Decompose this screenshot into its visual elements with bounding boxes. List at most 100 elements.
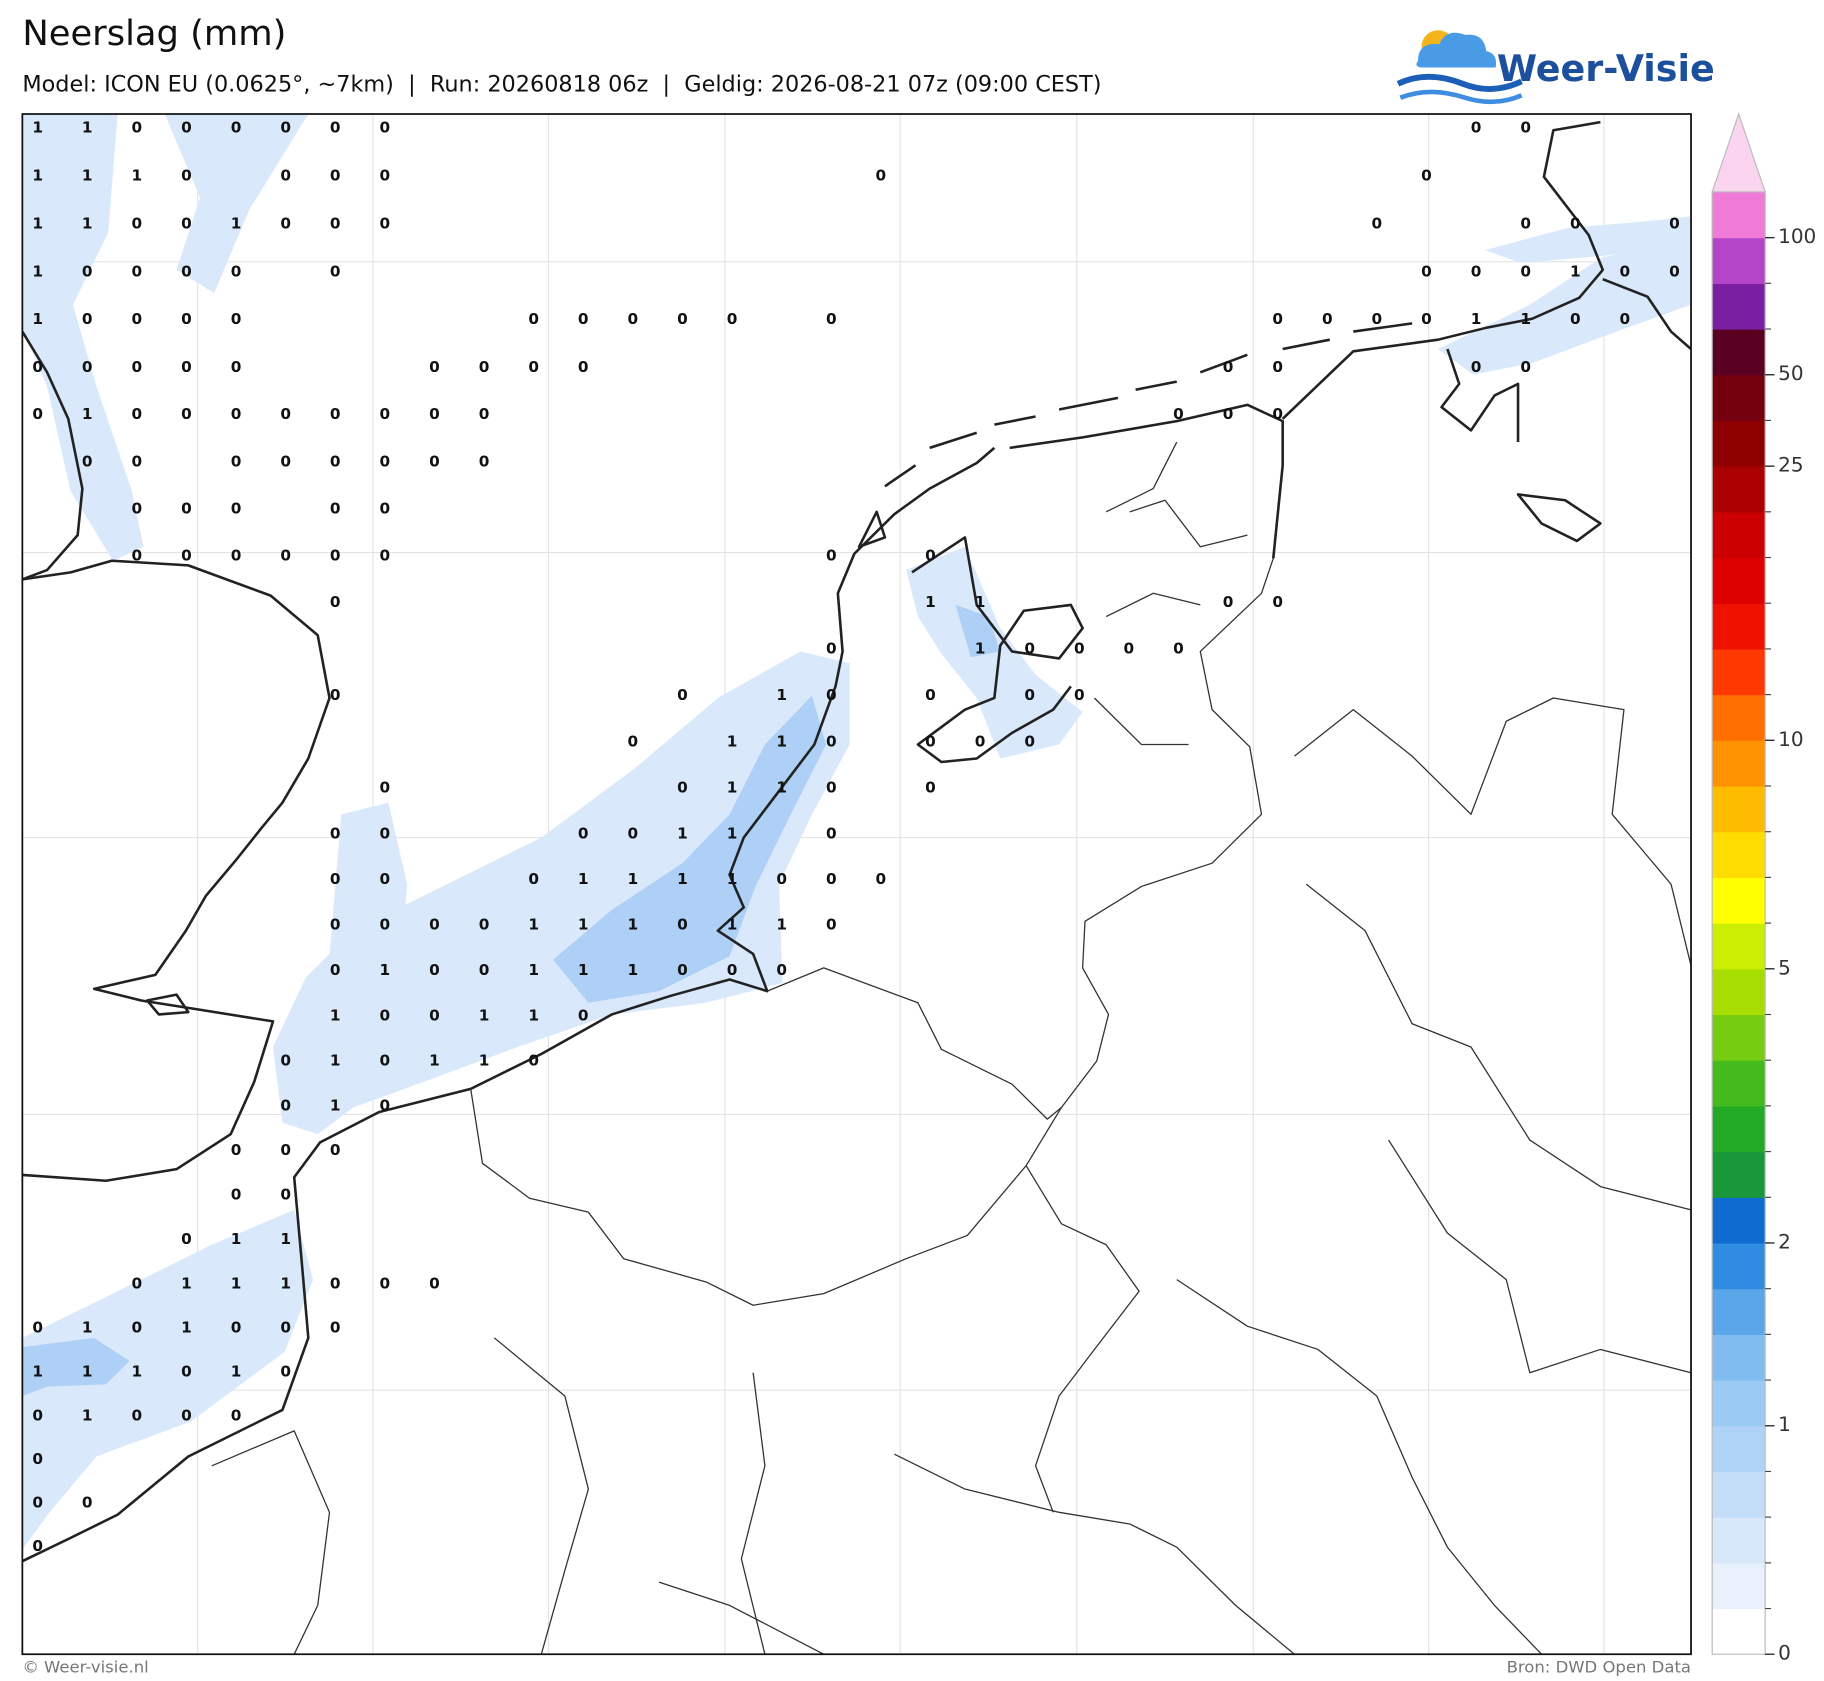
colorbar-bin	[1712, 1471, 1766, 1518]
grid-value: 0	[231, 1406, 242, 1424]
grid-value: 0	[1024, 640, 1035, 658]
border	[1025, 558, 1274, 1513]
grid-value: 0	[826, 686, 837, 704]
grid-value: 0	[181, 310, 192, 328]
grid-value: 0	[380, 1275, 391, 1293]
grid-value: 1	[82, 1363, 93, 1381]
grid-value: 0	[32, 1319, 43, 1337]
precip-area	[329, 802, 408, 1015]
grid-value: 0	[132, 263, 143, 281]
colorbar-bin	[1712, 237, 1766, 284]
grid-value: 0	[280, 1052, 291, 1070]
grid-value: 0	[925, 732, 936, 750]
grid-value: 1	[727, 824, 738, 842]
grid-value: 0	[1520, 119, 1531, 137]
grid-value: 0	[280, 1363, 291, 1381]
colorbar-bin	[1712, 283, 1766, 330]
grid-value: 0	[429, 452, 440, 470]
grid-value: 0	[132, 1275, 143, 1293]
grid-value: 0	[528, 1052, 539, 1070]
colorbar-bin	[1712, 1380, 1766, 1427]
grid-value: 1	[727, 732, 738, 750]
grid-value: 0	[628, 310, 639, 328]
grid-value: 1	[1570, 263, 1581, 281]
footer-credit: © Weer-visie.nl	[22, 1658, 148, 1677]
grid-value: 0	[1272, 310, 1283, 328]
colorbar-bin	[1712, 1014, 1766, 1061]
grid-value: 0	[231, 500, 242, 518]
grid-value: 0	[380, 1096, 391, 1114]
grid-value: 0	[231, 358, 242, 376]
grid-value: 1	[330, 1096, 341, 1114]
colorbar-bin	[1712, 1608, 1766, 1655]
province-border	[1093, 441, 1248, 746]
grid-value: 0	[1570, 215, 1581, 233]
grid-value: 0	[132, 310, 143, 328]
grid-value: 1	[628, 870, 639, 888]
grid-value: 0	[330, 167, 341, 185]
grid-value: 0	[280, 1141, 291, 1159]
value-labels: 1 1 0 0 0 0 0 0 0 0 1 1 1 0 0 0 0 0 0 1 1 0 0 1 0 0 0 0 0 0 0 1 0 0 0 0 0 0 0 0…	[32, 119, 1679, 1555]
grid-value: 0	[32, 1537, 43, 1555]
grid-value: 1	[280, 1275, 291, 1293]
grid-value: 0	[330, 870, 341, 888]
grid-value: 0	[826, 310, 837, 328]
grid-value: 1	[32, 167, 43, 185]
grid-value: 0	[181, 405, 192, 423]
grid-value: 1	[776, 686, 787, 704]
grid-value: 0	[330, 1319, 341, 1337]
grid-value: 1	[32, 215, 43, 233]
grid-value: 0	[826, 870, 837, 888]
colorbar-bin	[1712, 648, 1766, 696]
grid-value: 0	[876, 167, 887, 185]
grid-value: 1	[32, 1363, 43, 1381]
grid-value: 0	[528, 358, 539, 376]
grid-value: 0	[1074, 640, 1085, 658]
grid-value: 0	[132, 1319, 143, 1337]
colorbar-bin	[1712, 557, 1766, 604]
coastline	[22, 330, 84, 581]
grid-value: 0	[826, 778, 837, 796]
grid-value: 0	[330, 824, 341, 842]
grid-value: 1	[181, 1275, 192, 1293]
colorbar-bin	[1712, 786, 1766, 833]
grid-value: 0	[1322, 310, 1333, 328]
grid-value: 0	[181, 546, 192, 564]
grid-value: 0	[1223, 405, 1234, 423]
grid-value: 0	[32, 1494, 43, 1512]
grid-value: 0	[1421, 310, 1432, 328]
colorbar-bin	[1712, 466, 1766, 513]
grid-value: 0	[181, 119, 192, 137]
grid-value: 0	[876, 870, 887, 888]
grid-value: 0	[280, 167, 291, 185]
grid-value: 1	[727, 916, 738, 934]
grid-value: 0	[330, 961, 341, 979]
grid-value: 0	[826, 546, 837, 564]
grid-value: 0	[32, 1406, 43, 1424]
grid-value: 0	[280, 1186, 291, 1204]
grid-value: 1	[82, 167, 93, 185]
grid-value: 1	[330, 1052, 341, 1070]
grid-value: 0	[82, 452, 93, 470]
grid-value: 0	[280, 1319, 291, 1337]
grid-value: 0	[1372, 310, 1383, 328]
grid-value: 1	[925, 593, 936, 611]
grid-value: 0	[330, 119, 341, 137]
grid-value: 0	[280, 546, 291, 564]
logo-cloud	[1416, 32, 1497, 68]
grid-value: 0	[429, 358, 440, 376]
precip-area	[22, 1209, 314, 1550]
precip-area	[273, 651, 850, 1135]
coastline	[911, 536, 1084, 764]
colorbar-bin	[1712, 1151, 1766, 1198]
grid-value: 0	[826, 640, 837, 658]
grid-value: 0	[380, 1052, 391, 1070]
grid-value: 1	[578, 870, 589, 888]
grid-value: 0	[181, 1406, 192, 1424]
border	[470, 1088, 1027, 1306]
colorbar-bin	[1712, 877, 1766, 924]
grid-value: 1	[479, 1052, 490, 1070]
grid-value: 1	[280, 1230, 291, 1248]
grid-value: 0	[578, 310, 589, 328]
